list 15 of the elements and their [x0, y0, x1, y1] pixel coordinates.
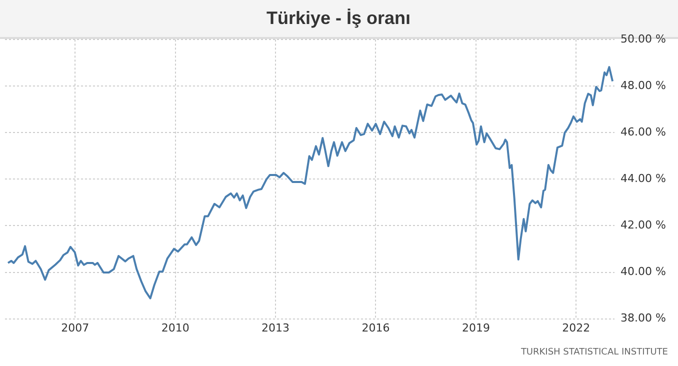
y-tick-label: 44.00 %: [620, 172, 666, 186]
chart-title: Türkiye - İş oranı: [266, 8, 411, 28]
x-tick-label: 2007: [61, 321, 90, 334]
y-tick-label: 50.00 %: [620, 32, 666, 46]
y-tick-label: 42.00 %: [620, 218, 666, 232]
y-tick-label: 46.00 %: [620, 126, 666, 139]
x-tick-label: 2019: [462, 321, 490, 334]
y-tick-label: 40.00 %: [620, 265, 666, 278]
y-tick-label: 48.00 %: [620, 78, 666, 92]
x-tick-label: 2013: [262, 321, 290, 334]
x-tick-label: 2010: [161, 321, 190, 334]
x-tick-label: 2016: [362, 321, 390, 334]
text: TURKISH STATISTICAL INSTITUTE: [520, 347, 668, 358]
x-tick-label: 2022: [562, 321, 590, 334]
y-tick-label: 38.00 %: [620, 312, 666, 325]
